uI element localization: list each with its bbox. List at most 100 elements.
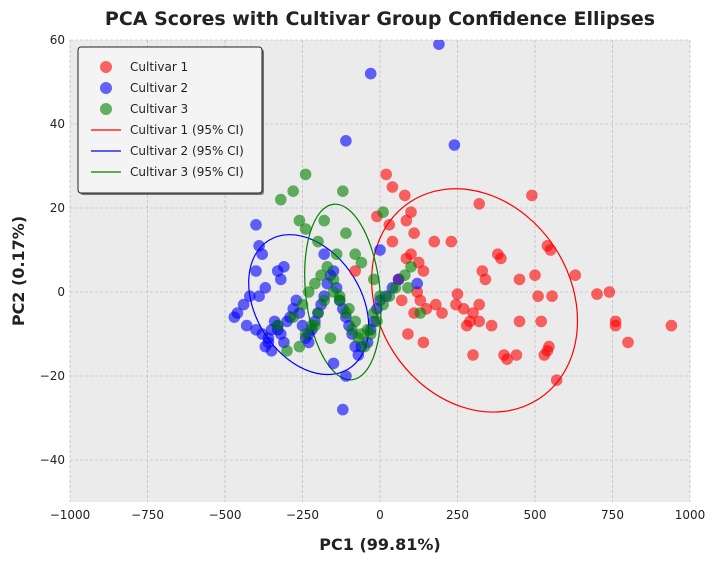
data-point (349, 248, 362, 260)
legend-label: Cultivar 3 (130, 102, 188, 116)
data-point (389, 282, 402, 294)
data-point (309, 319, 321, 332)
legend-marker (100, 103, 112, 115)
y-tick-label: −20 (40, 369, 65, 383)
data-point (340, 135, 352, 147)
data-point (352, 332, 365, 345)
x-tick-label: 750 (601, 508, 624, 522)
data-point (380, 168, 393, 181)
data-point (383, 290, 396, 303)
data-point (622, 336, 634, 349)
data-point (281, 345, 293, 357)
tick-labels: −1000 −750 −500 −250 0 250 500 750 1000 −40 −20 0 20… (40, 33, 706, 522)
y-tick-label: −40 (40, 453, 65, 467)
data-point (451, 288, 464, 300)
data-point (330, 248, 343, 260)
data-point (299, 223, 312, 235)
data-point (473, 298, 486, 311)
data-point (299, 328, 312, 340)
data-point (414, 307, 427, 319)
x-tick-label: 1000 (675, 508, 706, 522)
data-point (346, 324, 358, 336)
data-point (321, 261, 334, 273)
x-tick-label: −250 (286, 508, 319, 522)
y-tick-label: 20 (50, 201, 65, 215)
data-point (340, 307, 352, 319)
data-point (318, 248, 331, 260)
data-point (386, 181, 399, 193)
data-points (228, 40, 678, 416)
data-point (315, 269, 327, 282)
data-point (479, 273, 492, 286)
data-point (278, 261, 290, 273)
data-point (318, 294, 331, 307)
data-point (386, 235, 399, 248)
data-point (374, 244, 386, 256)
data-point (262, 332, 275, 345)
data-point (333, 290, 346, 303)
data-point (340, 227, 352, 239)
x-tick-label: −750 (131, 508, 164, 522)
data-point (265, 345, 278, 357)
y-axis-label: PC2 (0.17%) (9, 216, 28, 326)
data-point (544, 244, 557, 256)
data-point (340, 370, 352, 382)
data-point (302, 286, 315, 298)
data-point (417, 265, 430, 277)
data-point (510, 349, 523, 361)
data-point (457, 303, 470, 315)
data-point (364, 67, 377, 80)
data-point (318, 214, 331, 227)
data-point (603, 286, 616, 298)
data-point (312, 307, 324, 319)
legend-marker (100, 61, 112, 73)
data-point (532, 290, 544, 303)
data-point (405, 248, 417, 260)
legend-label: Cultivar 2 (130, 81, 188, 95)
chart-title: PCA Scores with Cultivar Group Confidenc… (105, 8, 655, 30)
data-point (244, 290, 256, 303)
data-point (448, 139, 461, 151)
data-point (377, 206, 389, 218)
x-tick-label: 500 (524, 508, 547, 522)
data-point (433, 40, 445, 50)
data-point (550, 374, 563, 387)
legend-box (77, 46, 263, 194)
data-point (399, 189, 411, 202)
data-point (349, 265, 362, 277)
data-point (259, 282, 272, 294)
data-point (287, 185, 300, 197)
data-point (445, 235, 458, 248)
data-point (293, 214, 306, 227)
data-point (327, 273, 340, 286)
y-tick-label: 40 (50, 117, 65, 131)
data-point (417, 336, 430, 349)
data-point (383, 219, 396, 231)
data-point (250, 265, 262, 277)
data-point (513, 315, 526, 328)
legend: Cultivar 1 Cultivar 2 Cultivar 3 Cultivar 1… (77, 46, 264, 195)
data-point (312, 235, 324, 248)
data-point (430, 298, 442, 311)
x-axis-label: PC1 (99.81%) (319, 535, 440, 554)
data-point (569, 269, 582, 282)
data-point (513, 273, 526, 286)
data-point (609, 315, 622, 328)
data-point (411, 286, 424, 298)
data-point (324, 332, 337, 345)
data-point (399, 269, 411, 282)
data-point (485, 319, 498, 332)
data-point (411, 277, 424, 290)
data-point (364, 328, 377, 340)
y-tick-label: 60 (50, 33, 65, 47)
data-point (337, 185, 349, 197)
data-point (296, 298, 309, 311)
data-point (395, 294, 408, 307)
data-point (309, 277, 321, 290)
x-tick-label: −1000 (50, 508, 91, 522)
data-point (405, 206, 417, 218)
data-point (526, 189, 538, 202)
legend-label: Cultivar 1 (95% CI) (130, 123, 244, 137)
legend-label: Cultivar 2 (95% CI) (130, 144, 244, 158)
